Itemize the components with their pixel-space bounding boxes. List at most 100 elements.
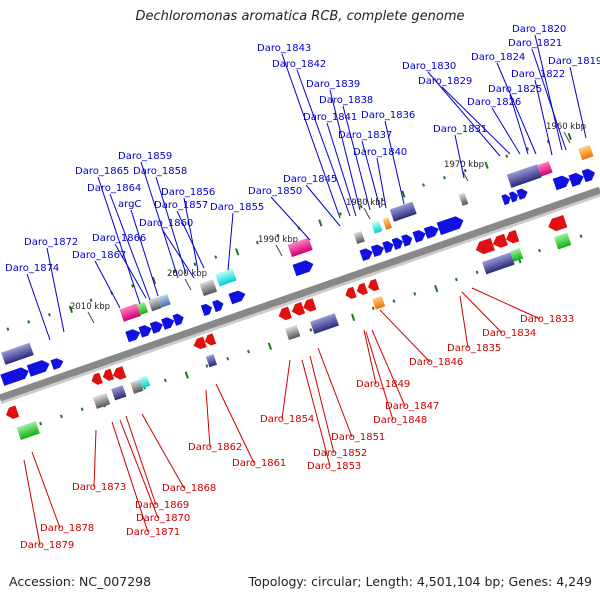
gene-arrow-shape (292, 260, 314, 277)
label-leader (141, 413, 185, 489)
reverse-gene (278, 306, 292, 321)
forward-gene (568, 172, 584, 187)
forward-gene (391, 237, 403, 250)
feature-box-shape (130, 379, 144, 394)
gene-arrow-shape (382, 240, 394, 254)
reverse-track-tick (579, 234, 583, 238)
gene-label-reverse: Daro_1852 (313, 448, 367, 459)
feature-box (215, 268, 237, 287)
gene-arrow-shape (581, 168, 596, 183)
forward-track-tick (151, 276, 157, 285)
gene-label-reverse: Daro_1833 (520, 314, 574, 325)
gene-label-reverse: Daro_1854 (260, 414, 314, 425)
label-leader (183, 197, 199, 271)
gene-arrow-shape (50, 358, 64, 370)
gene-label-forward: Daro_1858 (133, 166, 187, 177)
feature-box (372, 295, 386, 310)
gene-label-reverse: Daro_1862 (188, 442, 242, 453)
feature-box (578, 144, 594, 161)
gene-arrow-shape (200, 303, 213, 317)
gene-arrow-shape (228, 290, 246, 305)
label-leader (270, 196, 311, 241)
forward-track-tick (27, 320, 31, 324)
label-leader (496, 62, 537, 155)
gene-label-forward: Daro_1850 (248, 186, 302, 197)
label-leader (296, 69, 351, 217)
forward-gene (401, 234, 413, 247)
gene-label-reverse: Daro_1849 (356, 379, 410, 390)
gene-label-reverse: Daro_1871 (126, 527, 180, 538)
gene-label-forward: Daro_1842 (272, 59, 326, 70)
label-leader (215, 383, 255, 464)
reverse-gene (193, 336, 207, 350)
feature-box-shape (215, 268, 237, 287)
label-leader (534, 34, 563, 151)
label-leader (176, 210, 205, 269)
label-leader (317, 347, 353, 438)
forward-gene (200, 303, 213, 317)
forward-gene (516, 188, 528, 200)
feature-box-shape (136, 301, 149, 315)
gene-label-forward: Daro_1830 (402, 61, 456, 72)
feature-box (537, 161, 553, 177)
gene-label-forward: Daro_1825 (488, 84, 542, 95)
label-leader (384, 120, 405, 205)
gene-label-forward: Daro_1841 (303, 112, 357, 123)
gene-label-forward: Daro_1857 (154, 200, 208, 211)
label-leader (140, 161, 179, 279)
label-leader (459, 295, 469, 349)
forward-track-tick (172, 269, 176, 274)
feature-box (353, 230, 365, 244)
scale-tick (363, 207, 371, 220)
feature-box (16, 421, 40, 440)
reverse-gene (345, 286, 357, 299)
reverse-gene (91, 372, 103, 385)
forward-gene (228, 290, 246, 305)
reverse-gene (291, 302, 306, 316)
label-leader (130, 209, 159, 297)
feature-box (199, 279, 218, 297)
label-leader (97, 176, 141, 305)
gene-label-forward: Daro_1859 (118, 151, 172, 162)
gene-label-forward: Daro_1829 (418, 76, 472, 87)
scale-tick (563, 131, 571, 144)
label-leader (23, 459, 41, 546)
forward-gene (50, 358, 64, 370)
feature-box-shape (353, 230, 365, 244)
reverse-track-tick (350, 313, 356, 322)
label-leader (309, 355, 335, 454)
feature-box-shape (111, 385, 127, 401)
gene-label-forward: Daro_1837 (338, 130, 392, 141)
forward-track-tick (463, 168, 467, 173)
scale-tick (87, 311, 95, 324)
forward-gene (212, 299, 224, 313)
reverse-track-tick (163, 378, 167, 383)
feature-box-shape (199, 279, 218, 297)
gene-label-forward: Daro_1866 (92, 233, 146, 244)
gene-arrow-shape (204, 333, 217, 346)
gene-arrow-shape (516, 188, 528, 200)
feature-box (157, 294, 171, 308)
gene-arrow-shape (356, 282, 368, 295)
label-leader (471, 287, 541, 320)
reverse-gene (492, 233, 508, 248)
gene-label-forward: Daro_1831 (433, 124, 487, 135)
gene-label-reverse: Daro_1835 (447, 343, 501, 354)
feature-box (205, 354, 218, 368)
gene-label-forward: Daro_1822 (511, 69, 565, 80)
feature-box (458, 192, 469, 206)
forward-gene (370, 244, 385, 258)
scale-tick (275, 244, 283, 257)
feature-box (382, 217, 392, 230)
forward-gene (125, 329, 141, 343)
gene-label-forward: Daro_1855 (210, 202, 264, 213)
gene-arrow-shape (423, 225, 439, 239)
forward-track-tick (380, 197, 384, 202)
gene-arrow-shape (212, 299, 224, 313)
gene-label-forward: Daro_1836 (361, 110, 415, 121)
forward-track-tick (546, 140, 550, 144)
reverse-track-tick (59, 414, 63, 419)
reverse-track-tick (226, 357, 230, 361)
gene-label-reverse: Daro_1853 (307, 461, 361, 472)
